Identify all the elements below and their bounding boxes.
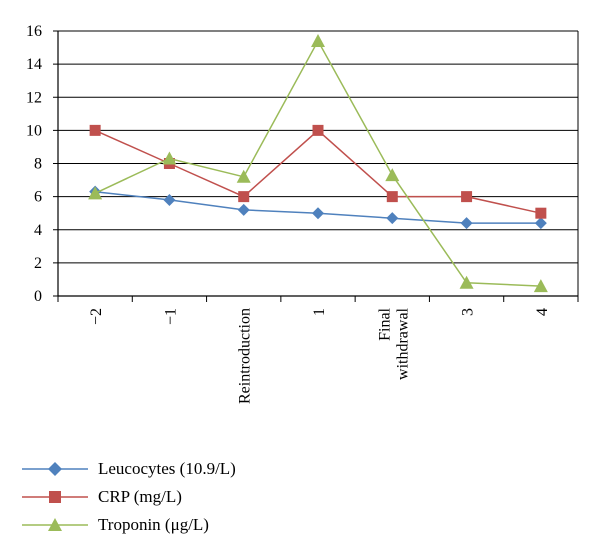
x-tick-label: 1 (311, 308, 328, 316)
data-point-crp (312, 124, 324, 136)
data-point-crp (386, 191, 398, 203)
data-point-leucocytes (163, 193, 176, 206)
data-point-leucocytes (237, 203, 250, 216)
data-point-troponin (88, 186, 103, 200)
y-tick-label: 8 (34, 156, 42, 173)
data-point-leucocytes (386, 212, 399, 225)
y-tick-label: 2 (34, 255, 42, 272)
data-point-crp (461, 191, 473, 203)
legend-swatch-troponin (22, 518, 88, 531)
x-tick-label: withdrawal (394, 307, 411, 380)
legend-item-troponin: Troponin (μg/L) (20, 511, 236, 539)
legend-label-troponin: Troponin (μg/L) (98, 515, 209, 534)
data-point-troponin (385, 168, 400, 182)
data-point-troponin (459, 275, 474, 289)
data-point-troponin (533, 279, 548, 293)
legend: Leucocytes (10.9/L) CRP (mg/L) Troponin … (20, 455, 236, 539)
x-tick-label: Reintroduction (237, 308, 254, 404)
x-tick-label: 3 (460, 308, 477, 316)
line-chart: 0 2 4 6 8 10 12 14 16 −2 −1 Reintroduction 1 Final wit… (26, 23, 579, 404)
legend-label-leucocytes: Leucocytes (10.9/L) (98, 459, 236, 478)
data-point-leucocytes (534, 217, 547, 230)
y-tick-label: 16 (26, 23, 42, 40)
data-point-leucocytes (460, 217, 473, 230)
x-tick-label: Final (376, 307, 393, 340)
x-tick-label: −1 (162, 308, 179, 325)
y-tick-label: 10 (26, 122, 42, 139)
data-point-crp (89, 124, 101, 136)
legend-label-crp: CRP (mg/L) (98, 487, 182, 506)
legend-swatch-crp (22, 491, 88, 503)
data-point-leucocytes (312, 207, 324, 220)
data-point-crp (535, 207, 547, 219)
y-tick-label: 4 (34, 222, 42, 239)
data-point-crp (238, 191, 250, 203)
legend-swatch-leucocytes (22, 462, 88, 476)
data-point-troponin (162, 151, 177, 165)
x-tick-label: 4 (534, 308, 551, 316)
y-tick-label: 0 (34, 288, 42, 305)
y-tick-label: 14 (26, 56, 42, 73)
data-point-troponin (311, 33, 325, 47)
y-tick-label: 12 (26, 89, 42, 106)
legend-item-leucocytes: Leucocytes (10.9/L) (20, 455, 236, 483)
y-tick-label: 6 (34, 189, 42, 206)
series-line-1 (94, 129, 542, 214)
x-tick-label: −2 (88, 308, 105, 325)
data-point-troponin (236, 169, 251, 183)
legend-item-crp: CRP (mg/L) (20, 483, 236, 511)
